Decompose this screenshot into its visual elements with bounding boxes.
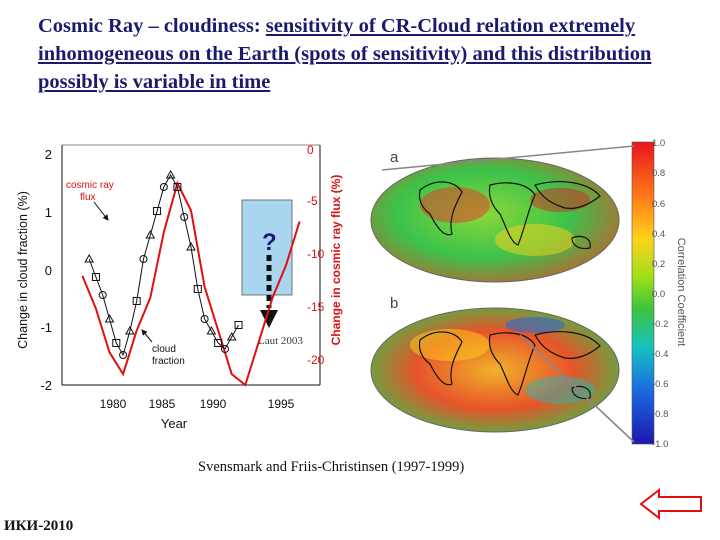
data-point (226, 331, 237, 341)
svg-text:-0.8: -0.8 (652, 409, 668, 420)
data-point (180, 213, 189, 221)
svg-text:0.4: 0.4 (652, 229, 665, 240)
data-point (84, 253, 95, 263)
correlation-maps: a b 1.0 0.8 0.6 0.4 0.2 0.0 -0.2 -0.4 -0… (370, 138, 687, 450)
colorbar-title: Correlation Coefficient (675, 238, 687, 347)
svg-text:-0.6: -0.6 (652, 379, 668, 390)
colorbar-ticks: 1.0 0.8 0.6 0.4 0.2 0.0 -0.2 -0.4 -0.6 -… (652, 138, 668, 450)
left-tick: 0 (45, 263, 52, 278)
svg-text:0.2: 0.2 (652, 259, 665, 270)
left-tick: 1 (45, 205, 52, 220)
slide-title: Cosmic Ray – cloudiness: sensitivity of … (38, 12, 708, 96)
svg-text:flux: flux (80, 192, 96, 203)
x-tick: 1980 (100, 397, 127, 411)
question-mark: ? (262, 229, 277, 256)
cloud-cosmic-ray-chart: ? Laut 2003 2 1 0 -1 -2 0 -5 -10 -15 -20… (16, 143, 343, 431)
svg-text:1.0: 1.0 (652, 138, 665, 149)
title-underlined: sensitivity of CR-Cloud relation extreme… (38, 15, 652, 93)
pointer-line (381, 145, 635, 171)
map-a-label: a (390, 149, 399, 166)
cloud-fraction-label-2: fraction (152, 356, 185, 367)
map-b-label: b (390, 295, 398, 312)
series-line-cloud-fraction (88, 173, 239, 357)
plot-marks (81, 169, 301, 387)
x-ticks: 1980 1985 1990 1995 (100, 397, 295, 411)
figure-caption: Svensmark and Friis-Christinsen (1997-19… (198, 459, 465, 475)
data-point (165, 169, 176, 179)
data-point (234, 321, 243, 329)
right-tick: -15 (307, 300, 325, 314)
data-point (153, 207, 162, 215)
laut-label: Laut 2003 (258, 335, 303, 347)
y-axis-label-left: Change in cloud fraction (%) (16, 191, 30, 349)
arrow-head-triangle (260, 310, 278, 328)
right-tick: -10 (307, 247, 325, 261)
pointer-line (519, 334, 635, 443)
x-tick: 1985 (149, 397, 176, 411)
svg-text:0.0: 0.0 (652, 289, 665, 300)
series-line-cosmic-ray-flux (81, 180, 301, 387)
data-point (173, 183, 182, 191)
left-ticks: 2 1 0 -1 -2 (40, 147, 52, 393)
data-point (206, 325, 217, 335)
data-point (193, 285, 202, 293)
data-point (159, 183, 168, 191)
right-ticks: 0 -5 -10 -15 -20 (307, 143, 325, 367)
right-tick: -5 (307, 194, 318, 208)
data-point (214, 339, 223, 347)
correlation-map-a (370, 157, 620, 283)
data-point (132, 297, 141, 305)
left-tick: -2 (40, 378, 52, 393)
data-point (104, 313, 115, 323)
svg-text:-0.2: -0.2 (652, 319, 668, 330)
left-tick: -1 (40, 320, 52, 335)
x-tick: 1995 (268, 397, 295, 411)
colorbar (631, 141, 655, 445)
correlation-map-b (370, 307, 620, 433)
footer-label: ИКИ-2010 (4, 518, 74, 534)
right-tick: 0 (307, 143, 314, 157)
data-point (119, 351, 128, 359)
x-tick: 1990 (200, 397, 227, 411)
x-axis-label: Year (161, 416, 188, 431)
right-tick: -20 (307, 353, 325, 367)
data-point (145, 229, 156, 239)
cloud-fraction-label: cloud (152, 344, 176, 355)
data-point (125, 325, 135, 335)
title-prefix: Cosmic Ray – cloudiness: (38, 15, 266, 37)
y-axis-label-right: Change in cosmic ray flux (%) (329, 175, 343, 346)
data-point (186, 241, 196, 251)
data-point (220, 345, 229, 353)
cosmic-ray-label: cosmic ray (66, 180, 114, 191)
data-point (112, 339, 121, 347)
left-tick: 2 (45, 147, 52, 162)
data-point (200, 315, 209, 323)
cosmic-ray-label-2: flux (80, 192, 96, 203)
svg-text:-1.0: -1.0 (652, 439, 668, 450)
svg-text:-0.4: -0.4 (652, 349, 668, 360)
data-point (98, 291, 107, 299)
data-point (91, 273, 100, 281)
svg-text:0.6: 0.6 (652, 199, 665, 210)
svg-text:0.8: 0.8 (652, 168, 665, 179)
back-arrow-button[interactable] (638, 487, 706, 521)
data-point (139, 255, 148, 263)
